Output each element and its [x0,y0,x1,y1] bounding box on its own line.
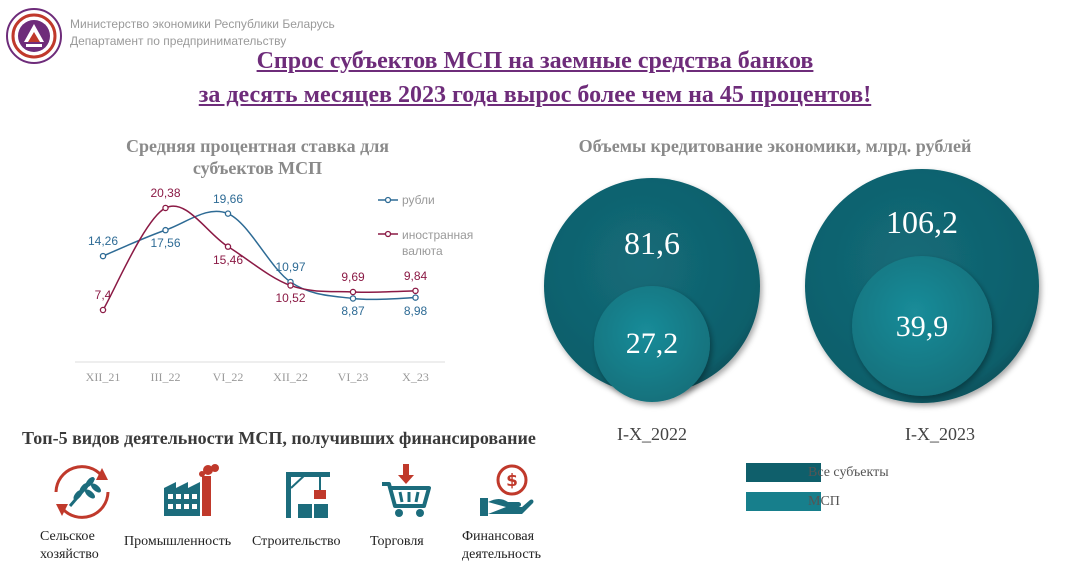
x-tick-label-XII_22: XII_22 [273,370,308,384]
data-label-rub-XII_21: 14,26 [87,234,119,249]
bubble-all-2022-value: 81,6 [624,225,680,261]
data-point-rub-XII_21 [99,252,107,260]
activity-label-trade: Торговля [370,534,424,549]
top5-title: Топ-5 видов деятельности МСП, получивших… [22,428,536,448]
x-tick-label-III_22: III_22 [150,370,181,384]
legend-msp-swatch [746,492,821,511]
data-label-rub-VI_22: 19,66 [212,191,244,206]
bubble-all-2023-value: 106,2 [886,204,958,240]
data-label-rub-VI_23: 8,87 [341,304,365,319]
x-tick-label-VI_23: VI_23 [337,370,369,384]
data-point-fx-VI_22 [224,243,232,250]
shopping-cart-icon [382,464,431,517]
legend-all-subjects-swatch [746,463,821,482]
legend-rub-label: рубли [402,193,435,207]
x-tick-label-VI_22: VI_22 [212,370,244,384]
rate-chart-title-line2: субъектов МСП [192,158,323,178]
legend-msp-label: МСП [808,494,840,509]
money-hand-icon: $ [480,464,534,516]
data-label-rub-III_22: 17,56 [150,236,181,251]
bubble-msp-2022-value: 27,2 [625,327,679,360]
activity-label-construction: Строительство [252,534,341,549]
x-tick-label-XII_21: XII_21 [85,370,121,384]
factory-icon [164,464,219,516]
activity-label-finance-line1: Финансовая [462,529,535,544]
x-tick-label-X_23: X_23 [402,370,429,384]
activity-label-finance-line2: деятельность [462,547,542,562]
activity-label-agriculture-line1: Сельское [40,529,95,544]
period-label-2023: I-X_2023 [905,424,975,444]
bubble-msp-2022 [594,286,710,402]
data-point-fx-XII_21 [99,306,107,314]
data-label-rub-XII_22: 10,97 [275,259,306,274]
activity-label-industry: Промышленность [124,534,232,549]
data-label-fx-XII_21: 7,4 [94,288,112,302]
data-label-fx-XII_22: 10,52 [275,291,306,306]
data-point-fx-III_22 [162,204,169,212]
volume-chart-title: Объемы кредитование экономики, млрд. руб… [578,136,972,156]
crane-icon [286,472,330,518]
data-point-rub-VI_23 [349,295,357,302]
data-label-fx-VI_23: 9,69 [341,270,365,284]
data-label-fx-X_23: 9,84 [403,268,428,283]
ministry-emblem [6,8,62,64]
data-point-fx-VI_23 [349,288,357,296]
data-label-rub-X_23: 8,98 [403,303,428,318]
data-point-fx-X_23 [412,287,419,295]
data-point-rub-VI_22 [224,210,232,217]
bubble-msp-2023 [852,256,992,396]
rate-chart-title-line1: Средняя процентная ставка для [125,136,390,156]
legend-fx-marker [384,230,392,238]
svg-text:$: $ [506,471,518,491]
period-label-2022: I-X_2022 [617,424,687,444]
data-label-fx-III_22: 20,38 [150,185,181,200]
activity-label-agriculture: Сельское хозяйство [40,528,99,564]
data-point-rub-III_22 [162,226,169,234]
data-label-fx-VI_22: 15,46 [212,252,244,267]
bubble-msp-2023-value: 39,9 [895,310,949,343]
wheat-cycle-icon [54,465,110,519]
data-point-rub-X_23 [412,294,419,301]
data-point-fx-XII_22 [287,282,294,289]
department-name: Департамент по предпринимательству [70,34,287,48]
page-title-line1: Спрос субъектов МСП на заемные средства … [256,48,814,74]
ministry-name: Министерство экономики Республики Белару… [70,17,335,31]
legend-rub-marker [384,196,392,204]
legend-all-subjects-label: Все субъекты [808,465,889,480]
activity-label-finance: Финансовая деятельность [462,528,541,564]
activity-label-agriculture-line2: хозяйство [40,547,99,562]
legend-fx-label: иностранная валюта [402,228,474,258]
page-title-line2: за десять месяцев 2023 года вырос более … [198,82,872,108]
